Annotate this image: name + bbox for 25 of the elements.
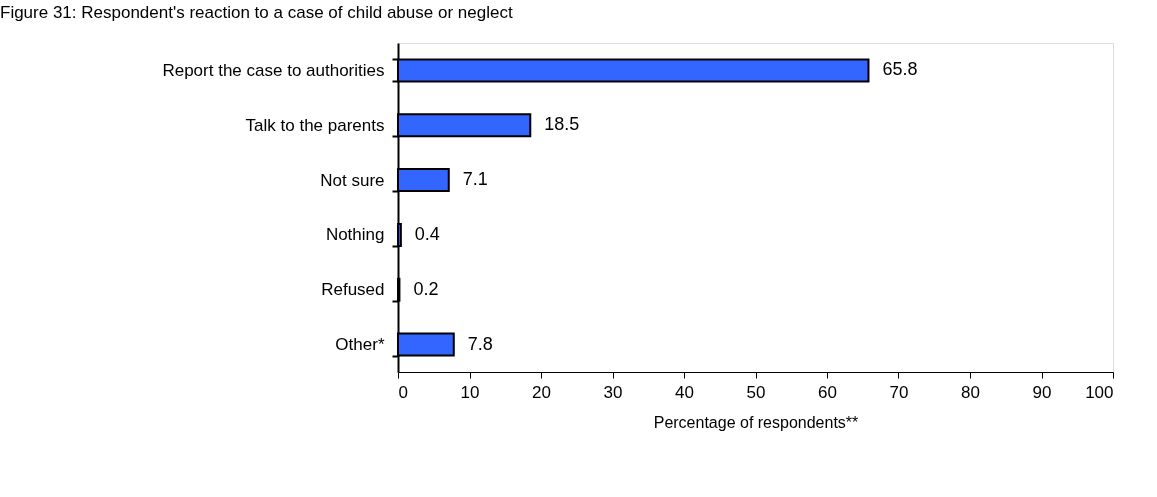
x-tick-label: 20 bbox=[532, 382, 551, 402]
y-tick-label: Talk to the parents bbox=[245, 115, 385, 135]
data-label: 7.8 bbox=[467, 333, 493, 354]
data-label: 0.4 bbox=[414, 223, 440, 244]
data-label: 18.5 bbox=[544, 114, 580, 135]
x-tick-label: 30 bbox=[603, 382, 623, 402]
data-label: 0.2 bbox=[413, 278, 439, 299]
x-tick-label: 40 bbox=[675, 382, 694, 402]
x-tick-label: 80 bbox=[961, 382, 980, 402]
text: Figure 31: Respondent's reaction to a case of child abuse or neglect bbox=[0, 3, 513, 22]
x-tick-label: 60 bbox=[818, 382, 837, 402]
x-tick-label: 50 bbox=[746, 382, 766, 402]
y-tick-label: Other* bbox=[335, 335, 385, 355]
y-tick-label: Refused bbox=[321, 280, 385, 300]
x-tick-label: 70 bbox=[889, 382, 909, 402]
y-tick-label: Nothing bbox=[325, 225, 385, 245]
x-tick-label: 100 bbox=[1085, 382, 1114, 402]
y-tick-label: Report the case to authorities bbox=[162, 60, 385, 80]
x-axis-title: Percentage of respondents** bbox=[653, 413, 859, 431]
x-tick-label: 0 bbox=[398, 382, 408, 402]
y-tick-label: Not sure bbox=[320, 170, 385, 190]
x-tick-label: 10 bbox=[460, 382, 480, 402]
data-label: 65.8 bbox=[882, 59, 918, 80]
x-tick-label: 90 bbox=[1032, 382, 1052, 402]
data-label: 7.1 bbox=[462, 169, 488, 190]
